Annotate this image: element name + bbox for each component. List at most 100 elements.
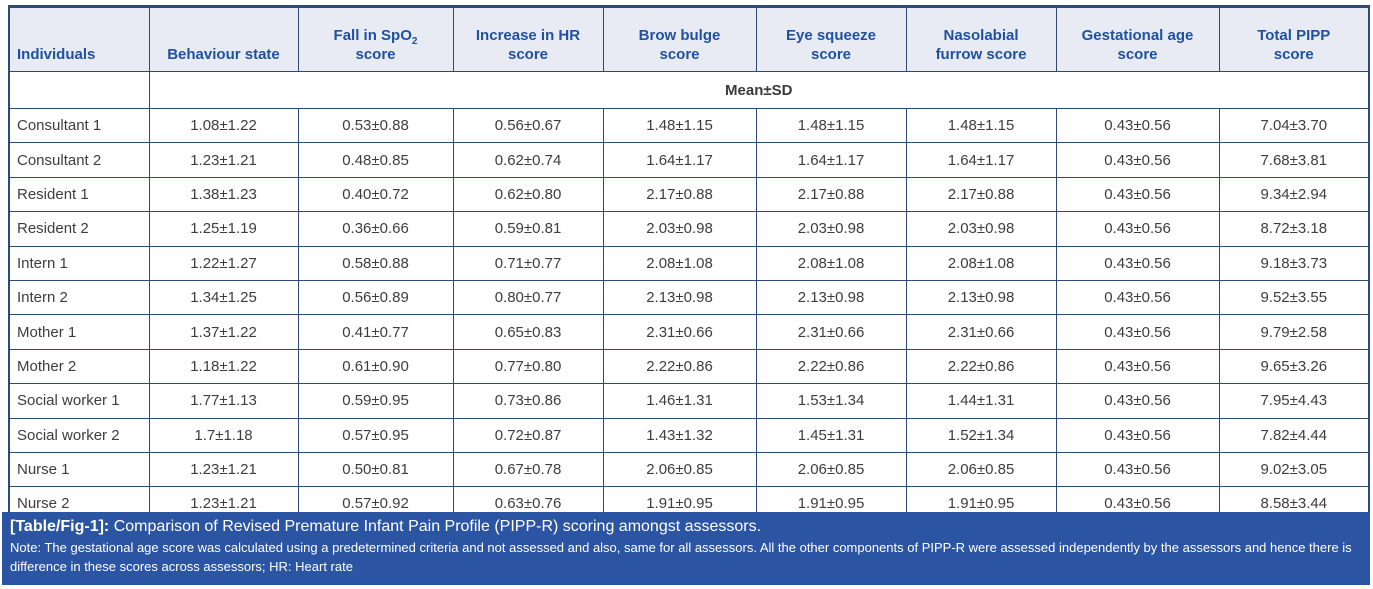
col-header-nasolabial-furrow-score: Nasolabial furrow score xyxy=(905,6,1057,72)
value-cell: 0.62±0.80 xyxy=(452,176,604,213)
value-cell: 2.13±0.98 xyxy=(602,279,757,316)
value-cell: 0.40±0.72 xyxy=(297,176,454,213)
col-header-gestational-age-score: Gestational age score xyxy=(1055,6,1220,72)
individual-cell: Resident 1 xyxy=(8,176,150,213)
value-cell: 1.52±1.34 xyxy=(905,417,1057,453)
value-cell: 1.7±1.18 xyxy=(148,417,299,453)
header-text: Brow bulge xyxy=(638,27,721,44)
value-cell: 0.48±0.85 xyxy=(297,142,454,178)
table-row: Consultant 1 1.08±1.22 0.53±0.88 0.56±0.67 1… xyxy=(8,107,1370,144)
value-cell: 1.48±1.15 xyxy=(602,107,757,144)
table-row: Intern 1 1.22±1.27 0.58±0.88 0.71±0.77 2.08±… xyxy=(8,245,1370,281)
value-cell: 1.08±1.22 xyxy=(148,107,299,144)
value-cell: 2.03±0.98 xyxy=(905,211,1057,247)
value-cell: 9.34±2.94 xyxy=(1218,176,1370,213)
value-cell: 7.82±4.44 xyxy=(1218,417,1370,453)
value-cell: 9.65±3.26 xyxy=(1218,348,1370,385)
header-text: score xyxy=(1273,46,1314,63)
caption-note: Note: The gestational age score was calc… xyxy=(10,540,1352,574)
value-cell: 1.25±1.19 xyxy=(148,211,299,247)
value-cell: 0.36±0.66 xyxy=(297,211,454,247)
table-row: Consultant 2 1.23±1.21 0.48±0.85 0.62±0.74 1… xyxy=(8,142,1370,178)
header-text: score xyxy=(507,46,549,63)
value-cell: 1.64±1.17 xyxy=(602,142,757,178)
value-cell: 0.72±0.87 xyxy=(452,417,604,453)
caption-bar: [Table/Fig-1]: Comparison of Revised Pre… xyxy=(2,512,1370,585)
value-cell: 0.50±0.81 xyxy=(297,451,454,488)
subscript-2: 2 xyxy=(411,36,418,47)
value-cell: 2.06±0.85 xyxy=(905,451,1057,488)
subheader-row: Mean±SD xyxy=(8,71,1370,109)
value-cell: 0.77±0.80 xyxy=(452,348,604,385)
col-header-behaviour-state: Behaviour state xyxy=(148,6,299,72)
value-cell: 1.48±1.15 xyxy=(755,107,907,144)
value-cell: 2.13±0.98 xyxy=(755,279,907,316)
value-cell: 2.03±0.98 xyxy=(755,211,907,247)
value-cell: 0.58±0.88 xyxy=(297,245,454,281)
value-cell: 0.43±0.56 xyxy=(1055,279,1220,316)
value-cell: 1.53±1.34 xyxy=(755,383,907,419)
table-row: Mother 2 1.18±1.22 0.61±0.90 0.77±0.80 2.22±… xyxy=(8,348,1370,385)
individual-cell: Mother 1 xyxy=(8,314,150,350)
value-cell: 0.41±0.77 xyxy=(297,314,454,350)
empty-cell xyxy=(8,71,150,109)
header-text: score xyxy=(355,46,396,63)
pipp-table: Individuals Behaviour state Fall in SpO2… xyxy=(8,5,1370,523)
value-cell: 0.71±0.77 xyxy=(452,245,604,281)
value-cell: 0.65±0.83 xyxy=(452,314,604,350)
value-cell: 2.31±0.66 xyxy=(755,314,907,350)
individual-cell: Intern 1 xyxy=(8,245,150,281)
mean-sd-cell: Mean±SD xyxy=(148,71,1370,109)
value-cell: 1.22±1.27 xyxy=(148,245,299,281)
value-cell: 1.23±1.21 xyxy=(148,142,299,178)
individual-cell: Social worker 1 xyxy=(8,383,150,419)
value-cell: 7.68±3.81 xyxy=(1218,142,1370,178)
value-cell: 2.13±0.98 xyxy=(905,279,1057,316)
value-cell: 8.72±3.18 xyxy=(1218,211,1370,247)
individual-cell: Social worker 2 xyxy=(8,417,150,453)
value-cell: 2.22±0.86 xyxy=(905,348,1057,385)
value-cell: 0.62±0.74 xyxy=(452,142,604,178)
header-text: score xyxy=(810,46,852,63)
col-header-eye-squeeze-score: Eye squeeze score xyxy=(755,6,907,72)
header-text: Nasolabial xyxy=(943,27,1019,44)
col-header-total-pipp-score: Total PIPP score xyxy=(1218,6,1370,72)
table-row: Intern 2 1.34±1.25 0.56±0.89 0.80±0.77 2.13±… xyxy=(8,279,1370,316)
value-cell: 2.17±0.88 xyxy=(905,176,1057,213)
header-text: score xyxy=(659,46,700,63)
col-header-individuals: Individuals xyxy=(8,6,150,72)
value-cell: 1.46±1.31 xyxy=(602,383,757,419)
table-row: Mother 1 1.37±1.22 0.41±0.77 0.65±0.83 2.31±… xyxy=(8,314,1370,350)
value-cell: 1.77±1.13 xyxy=(148,383,299,419)
value-cell: 2.08±1.08 xyxy=(602,245,757,281)
header-row: Individuals Behaviour state Fall in SpO2… xyxy=(8,6,1370,72)
value-cell: 0.43±0.56 xyxy=(1055,107,1220,144)
value-cell: 2.22±0.86 xyxy=(602,348,757,385)
value-cell: 0.43±0.56 xyxy=(1055,245,1220,281)
value-cell: 0.43±0.56 xyxy=(1055,176,1220,213)
value-cell: 0.56±0.67 xyxy=(452,107,604,144)
value-cell: 1.64±1.17 xyxy=(905,142,1057,178)
value-cell: 0.43±0.56 xyxy=(1055,417,1220,453)
value-cell: 0.56±0.89 xyxy=(297,279,454,316)
value-cell: 2.31±0.66 xyxy=(905,314,1057,350)
individual-cell: Intern 2 xyxy=(8,279,150,316)
value-cell: 0.43±0.56 xyxy=(1055,211,1220,247)
value-cell: 9.79±2.58 xyxy=(1218,314,1370,350)
value-cell: 0.43±0.56 xyxy=(1055,142,1220,178)
value-cell: 7.95±4.43 xyxy=(1218,383,1370,419)
value-cell: 1.37±1.22 xyxy=(148,314,299,350)
value-cell: 7.04±3.70 xyxy=(1218,107,1370,144)
figure-label: [Table/Fig-1]: xyxy=(10,518,110,535)
value-cell: 0.57±0.95 xyxy=(297,417,454,453)
value-cell: 1.48±1.15 xyxy=(905,107,1057,144)
individual-cell: Consultant 2 xyxy=(8,142,150,178)
figure-title: Comparison of Revised Premature Infant P… xyxy=(113,518,762,535)
header-text: furrow score xyxy=(935,46,1027,63)
table-row: Nurse 1 1.23±1.21 0.50±0.81 0.67±0.78 2.06±0… xyxy=(8,451,1370,488)
col-header-increase-in-hr-score: Increase in HR score xyxy=(452,6,604,72)
table-row: Resident 1 1.38±1.23 0.40±0.72 0.62±0.80 2.1… xyxy=(8,176,1370,213)
header-text: Gestational age xyxy=(1081,27,1194,44)
individual-cell: Consultant 1 xyxy=(8,107,150,144)
individual-cell: Resident 2 xyxy=(8,211,150,247)
